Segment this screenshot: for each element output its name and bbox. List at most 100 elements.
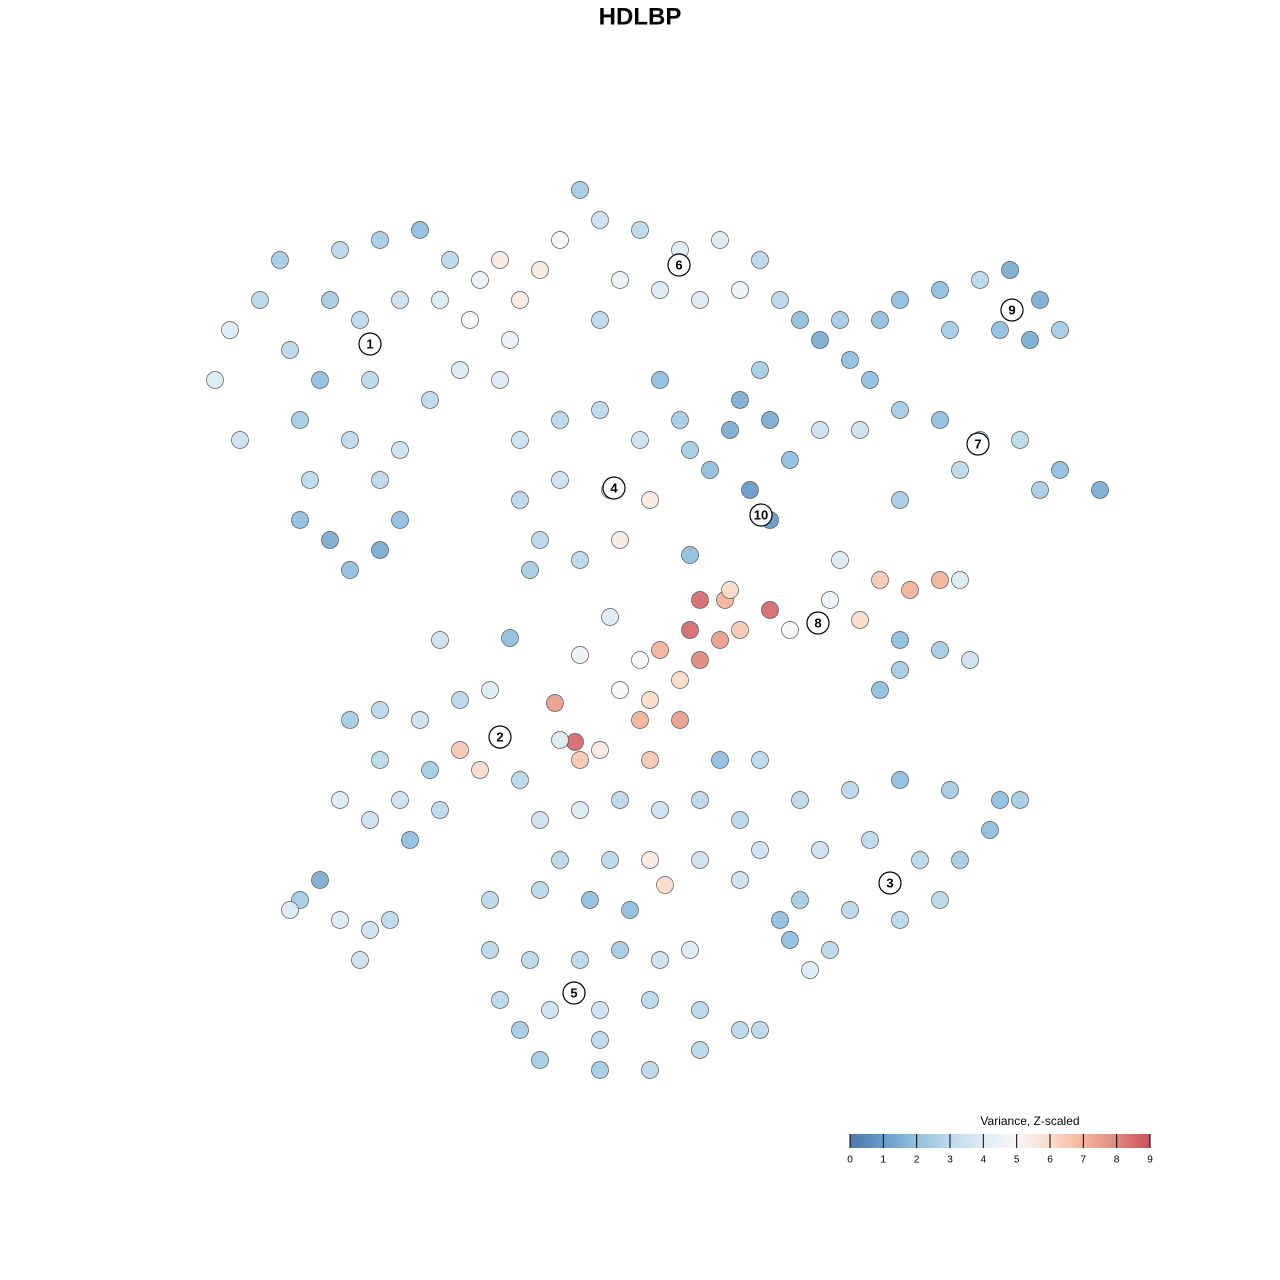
point [511,771,529,789]
point [671,711,689,729]
point [321,531,339,549]
point [691,791,709,809]
point [781,931,799,949]
point [911,851,929,869]
point [831,311,849,329]
point [671,671,689,689]
cluster-label: 6 [675,257,682,272]
point [566,733,584,751]
point [791,791,809,809]
point [961,651,979,669]
point [371,231,389,249]
point [751,1021,769,1039]
point [501,331,519,349]
point [591,741,609,759]
point [731,621,749,639]
point [291,411,309,429]
point [221,321,239,339]
point [1051,321,1069,339]
point [651,371,669,389]
point [521,561,539,579]
point [931,641,949,659]
cluster-label: 10 [754,507,768,522]
cluster-label-badge [1000,298,1024,322]
point [441,251,459,269]
point [601,608,619,626]
colorbar-tick-label: 2 [914,1155,920,1166]
point [681,441,699,459]
point [771,291,789,309]
point [631,711,649,729]
point [711,751,729,769]
point [371,471,389,489]
point [431,291,449,309]
point [821,591,839,609]
point [391,511,409,529]
point [311,371,329,389]
point [751,751,769,769]
cluster-label-badge [358,332,382,356]
point [206,371,224,389]
point [351,311,369,329]
point [231,431,249,449]
point [931,281,949,299]
point [751,251,769,269]
point [951,461,969,479]
colorbar-tick-label: 5 [1014,1155,1020,1166]
point [411,221,429,239]
point [871,681,889,699]
colorbar-tick-label: 4 [981,1155,987,1166]
point [361,921,379,939]
point [891,631,909,649]
colorbar-tick-label: 1 [881,1155,887,1166]
point [311,871,329,889]
cluster-label-badge [878,871,902,895]
point [281,901,299,919]
point [371,751,389,769]
cluster-label-badge [749,503,773,527]
point [361,811,379,829]
point [951,851,969,869]
point [341,561,359,579]
point [781,451,799,469]
point [931,411,949,429]
point [531,1051,549,1069]
point [831,551,849,569]
colorbar-gradient [850,1134,1150,1148]
colorbar-tick-label: 0 [847,1155,853,1166]
point [651,281,669,299]
point [571,951,589,969]
point [511,491,529,509]
cluster-label-badge [806,611,830,635]
colorbar-tick-label: 9 [1147,1155,1153,1166]
colorbar-tick-label: 6 [1047,1155,1053,1166]
point [371,541,389,559]
point [891,491,909,509]
point [341,431,359,449]
point [691,1001,709,1019]
point [321,291,339,309]
point [641,851,659,869]
point [681,621,699,639]
cluster-label-badge [488,725,512,749]
point [891,291,909,309]
point [591,1001,609,1019]
point [571,551,589,569]
point [871,571,889,589]
cluster-label: 4 [610,480,618,495]
points [206,181,1109,1079]
point [651,951,669,969]
point [641,491,659,509]
point [871,311,889,329]
point [691,1041,709,1059]
point [991,321,1009,339]
point [651,801,669,819]
point [381,911,399,929]
point [841,351,859,369]
point [771,911,789,929]
point [601,851,619,869]
point [691,291,709,309]
colorbar-title: Variance, Z-scaled [980,1114,1079,1128]
point [811,421,829,439]
